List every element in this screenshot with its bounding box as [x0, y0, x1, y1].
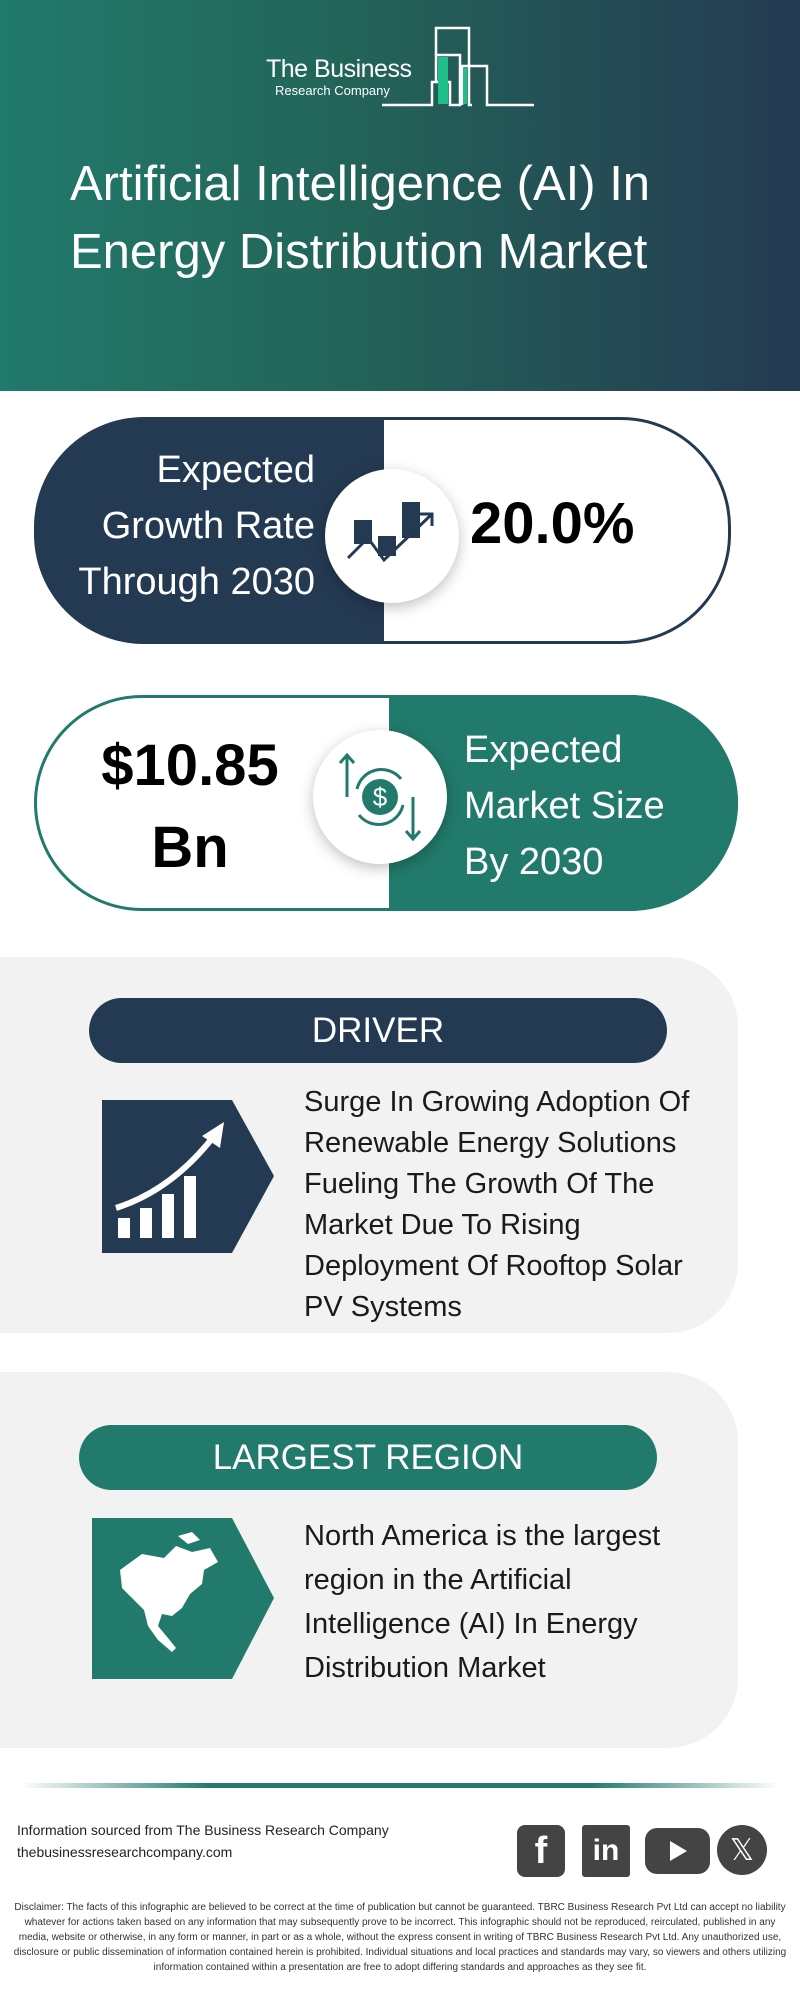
market-size-label: Expected Market Size By 2030 [464, 729, 665, 883]
svg-text:$: $ [373, 782, 388, 812]
youtube-icon[interactable] [645, 1828, 710, 1874]
market-size-unit: Bn [151, 815, 229, 880]
driver-description: Surge In Growing Adoption Of Renewable E… [304, 1086, 690, 1323]
logo-text-line2: Research Company [275, 83, 390, 98]
north-america-map-icon [92, 1518, 274, 1679]
growth-rate-label: Expected Growth Rate Through 2030 [78, 449, 315, 603]
page-title: Artificial Intelligence (AI) In Energy D… [70, 157, 651, 279]
region-heading: LARGEST REGION [79, 1425, 657, 1490]
footer-divider [20, 1783, 780, 1788]
disclaimer: Disclaimer: The facts of this infographi… [13, 1902, 787, 1973]
rising-bars-icon [102, 1100, 274, 1253]
region-description: North America is the largest region in t… [304, 1520, 661, 1684]
source-text: Information sourced from The Business Re… [17, 1822, 389, 1838]
company-logo [382, 26, 534, 107]
growth-chart-icon [325, 469, 459, 603]
market-size-label-bg [389, 695, 738, 911]
website-link[interactable]: thebusinessresearchcompany.com [17, 1844, 233, 1860]
logo-text-line1: The Business [266, 55, 412, 83]
header-banner [0, 0, 800, 391]
facebook-icon[interactable]: f [517, 1825, 565, 1877]
linkedin-icon[interactable]: in [582, 1825, 630, 1877]
growth-rate-value: 20.0% [470, 491, 635, 556]
x-icon[interactable]: 𝕏 [717, 1825, 767, 1875]
market-size-value: $10.85 Bn [60, 725, 320, 889]
dollar-exchange-icon: $ [313, 730, 447, 864]
market-size-amount: $10.85 [101, 733, 279, 798]
driver-heading: DRIVER [89, 998, 667, 1063]
source-info: Information sourced from The Business Re… [17, 1819, 389, 1863]
